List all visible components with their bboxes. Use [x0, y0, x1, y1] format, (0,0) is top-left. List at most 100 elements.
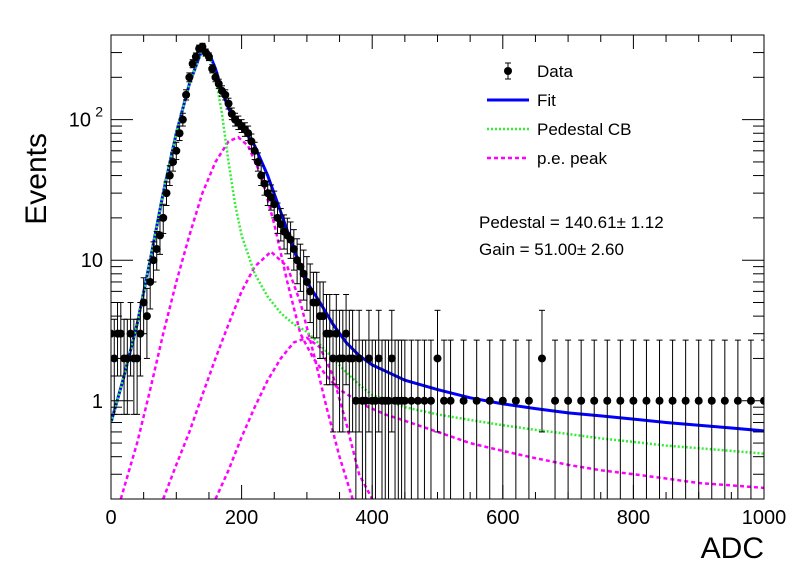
- legend-label-p-e-peak: p.e. peak: [537, 149, 607, 168]
- data-point: [221, 90, 230, 99]
- data-point: [537, 354, 546, 363]
- y-axis-title: Events: [20, 133, 53, 225]
- data-point: [142, 312, 151, 321]
- data-point: [511, 396, 520, 405]
- data-point: [733, 396, 742, 405]
- data-point: [293, 256, 302, 265]
- data-point: [270, 200, 279, 209]
- data-point: [247, 137, 256, 146]
- x-tick-label: 200: [225, 507, 258, 529]
- data-point: [364, 354, 373, 363]
- data-point: [162, 189, 171, 198]
- data-point: [312, 298, 321, 307]
- data-point: [136, 329, 145, 338]
- data-point: [426, 396, 435, 405]
- data-point: [413, 396, 422, 405]
- data-point: [407, 396, 416, 405]
- data-point: [149, 256, 158, 265]
- y-tick-label: 10: [81, 250, 103, 272]
- data-point: [707, 396, 716, 405]
- data-point: [126, 329, 135, 338]
- data-point: [361, 396, 370, 405]
- data-point: [577, 396, 586, 405]
- legend: Data Fit Pedestal CB p.e. peak: [487, 62, 632, 168]
- data-point: [165, 171, 174, 180]
- x-axis-ticks: 0 200 400 600 800 1000: [105, 35, 786, 529]
- data-point: [332, 329, 341, 338]
- legend-label-pedestal-cb: Pedestal CB: [537, 120, 632, 139]
- data-point: [400, 396, 409, 405]
- data-point: [551, 396, 560, 405]
- data-point: [306, 287, 315, 296]
- data-point: [175, 129, 184, 138]
- data-point: [681, 396, 690, 405]
- data-point: [720, 396, 729, 405]
- data-point: [208, 64, 217, 73]
- data-point: [133, 354, 142, 363]
- data-point: [296, 262, 305, 271]
- data-point: [603, 396, 612, 405]
- data-point: [260, 179, 269, 188]
- data-point: [433, 354, 442, 363]
- data-point: [384, 396, 393, 405]
- data-point: [227, 109, 236, 118]
- data-point: [668, 396, 677, 405]
- data-point: [629, 396, 638, 405]
- y-tick-label: 1: [92, 391, 103, 413]
- pe-peak-curve: [162, 250, 354, 499]
- data-point: [485, 396, 494, 405]
- data-point: [152, 245, 161, 254]
- data-point: [191, 52, 200, 61]
- x-tick-label: 800: [617, 507, 650, 529]
- data-point: [616, 396, 625, 405]
- data-points-layer: [111, 42, 764, 499]
- data-point: [590, 396, 599, 405]
- data-point: [338, 354, 347, 363]
- data-point: [276, 220, 285, 229]
- data-point: [348, 354, 357, 363]
- data-point: [655, 396, 664, 405]
- x-axis-title: ADC: [701, 532, 764, 565]
- data-point: [374, 354, 383, 363]
- data-point: [446, 396, 455, 405]
- data-point: [319, 312, 328, 321]
- pe-peak-curve: [119, 135, 764, 499]
- data-point: [351, 396, 360, 405]
- data-point: [188, 59, 197, 68]
- x-tick-label: 0: [105, 507, 116, 529]
- data-point: [642, 396, 651, 405]
- pe-peak-curve: [214, 336, 374, 499]
- y-tick-label: 10: [69, 110, 91, 132]
- data-point: [139, 298, 148, 307]
- data-point: [459, 396, 468, 405]
- data-point: [302, 277, 311, 286]
- fit-stats-box: Pedestal = 140.61± 1.12 Gain = 51.00± 2.6…: [479, 213, 664, 259]
- data-point: [185, 73, 194, 82]
- data-point: [172, 146, 181, 155]
- data-point: [694, 396, 703, 405]
- data-point: [355, 354, 364, 363]
- data-point: [266, 193, 275, 202]
- data-point: [387, 354, 396, 363]
- data-point: [123, 354, 132, 363]
- data-point: [342, 329, 351, 338]
- data-point: [146, 277, 155, 286]
- data-point: [159, 213, 168, 222]
- pedestal-value: Pedestal = 140.61± 1.12: [479, 213, 664, 232]
- data-point: [472, 396, 481, 405]
- data-point: [440, 396, 449, 405]
- data-point: [325, 329, 334, 338]
- data-point: [498, 396, 507, 405]
- data-point: [204, 52, 213, 61]
- data-point: [244, 129, 253, 138]
- data-point: [224, 99, 233, 108]
- x-tick-label: 600: [486, 507, 519, 529]
- legend-label-data: Data: [537, 62, 573, 81]
- legend-marker: [504, 67, 512, 75]
- data-point: [182, 90, 191, 99]
- data-point: [286, 235, 295, 244]
- data-point: [371, 396, 380, 405]
- data-point: [329, 354, 338, 363]
